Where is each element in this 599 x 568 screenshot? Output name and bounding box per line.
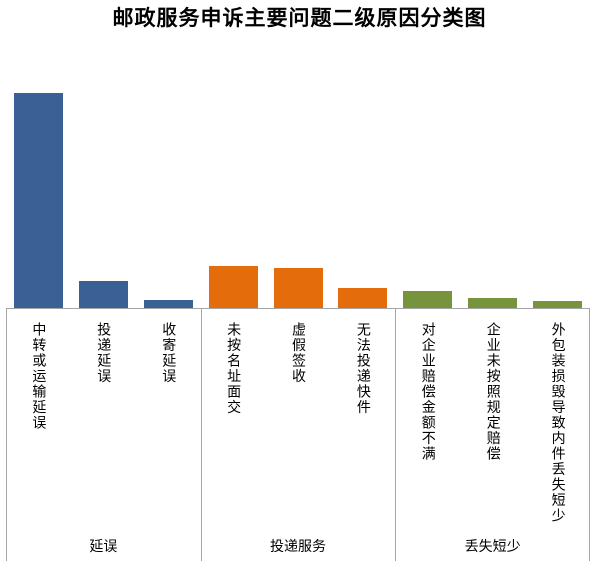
- bar-5: [273, 268, 323, 308]
- bar-1: [13, 93, 63, 308]
- x-axis-line: [6, 308, 590, 309]
- category-label: 对企业赔偿金额不满: [419, 322, 436, 462]
- bar-3: [143, 300, 193, 308]
- group-label: 丢失短少: [464, 539, 521, 555]
- group-label: 投递服务: [270, 539, 327, 555]
- group-separator-line: [395, 308, 397, 561]
- group-separator-line: [6, 308, 7, 561]
- category-label: 投递延误: [95, 322, 112, 384]
- bar-7: [403, 291, 453, 308]
- group-label: 延误: [89, 539, 118, 555]
- category-label: 企业未按照规定赔偿: [484, 322, 501, 462]
- bar-2: [78, 280, 128, 308]
- chart-title: 邮政服务申诉主要问题二级原因分类图: [112, 5, 487, 30]
- bar-8: [468, 297, 518, 308]
- category-label: 未按名址面交: [225, 322, 242, 415]
- group-separator-line: [589, 308, 590, 561]
- group-separator-line: [200, 308, 202, 561]
- bar-6: [338, 288, 388, 308]
- category-label: 虚假签收: [290, 322, 306, 384]
- bar-9: [533, 300, 583, 308]
- category-label: 中转或运输延误: [30, 322, 47, 431]
- bar-4: [208, 266, 258, 308]
- category-label: 外包装损毁导致内件丢失短少: [549, 322, 566, 524]
- category-label: 收寄延误: [160, 322, 177, 384]
- category-label: 无法投递快件: [354, 322, 371, 415]
